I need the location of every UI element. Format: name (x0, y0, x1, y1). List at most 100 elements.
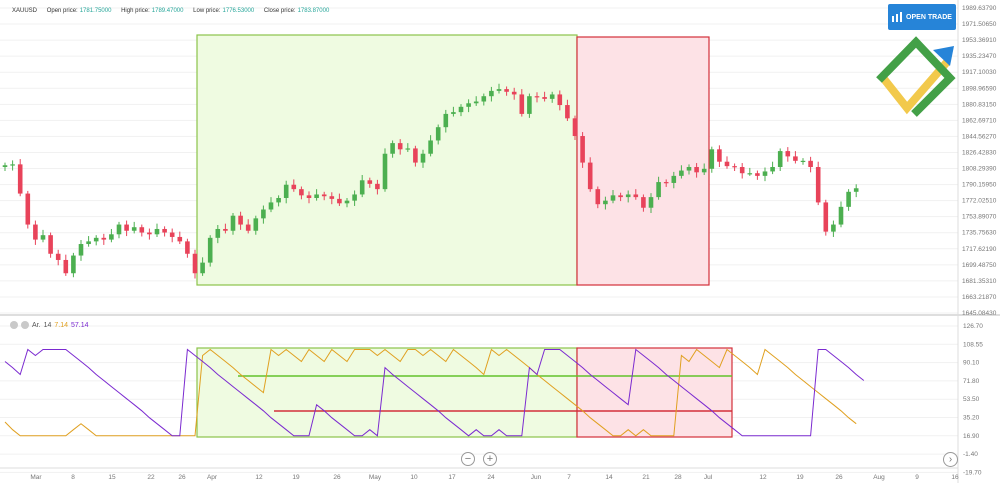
candle-up (405, 148, 411, 150)
time-tick-label: 12 (255, 474, 263, 481)
symbol-label: XAUUSD (12, 8, 38, 14)
candle-down (572, 118, 578, 137)
candle-up (610, 195, 616, 201)
aroon-down-line (4, 348, 865, 437)
candle-down (245, 224, 251, 231)
candle-down (321, 194, 327, 197)
candle-down (633, 194, 639, 198)
candle-up (679, 170, 684, 176)
time-tick-label: 21 (642, 474, 650, 481)
candle-up (838, 206, 844, 225)
candle-down (162, 228, 167, 233)
indicator-header: Ar. 14 7.14 57.14 (10, 321, 89, 329)
open-price-value: 1781.75000 (79, 8, 112, 14)
candle-up (435, 127, 441, 141)
candle-down (185, 241, 190, 254)
candle-up (428, 140, 433, 154)
candle-up (253, 218, 259, 231)
price-tick-label: 1717.62190 (962, 246, 997, 253)
candle-up (283, 184, 289, 198)
time-tick-label: 28 (674, 474, 682, 481)
candle-down (534, 96, 540, 98)
time-tick-label: 24 (487, 474, 495, 481)
candle-down (413, 148, 418, 163)
candle-up (10, 164, 15, 166)
candlestick-series (2, 83, 859, 279)
candle-down (663, 182, 669, 184)
candle-up (709, 149, 715, 169)
low-price-label: Low price: (193, 8, 221, 14)
candle-up (762, 171, 768, 176)
indicator-tick-label: 108.55 (963, 341, 983, 348)
candle-down (124, 224, 129, 231)
candle-up (215, 228, 221, 238)
open-price-label: Open price: (46, 8, 78, 14)
candle-down (557, 94, 563, 106)
time-tick-label: Jul (704, 474, 713, 481)
indicator-tick-label: 53.50 (963, 396, 980, 403)
aroon-up-value: 7.14 (54, 321, 68, 329)
candle-down (17, 164, 23, 194)
candle-down (139, 227, 145, 233)
candle-up (846, 191, 851, 207)
candle-up (207, 237, 213, 263)
candle-up (352, 194, 357, 201)
candle-up (154, 228, 160, 235)
open-trade-button[interactable]: OPEN TRADE (888, 4, 956, 30)
price-tick-label: 1844.56270 (962, 133, 997, 140)
candle-up (656, 182, 661, 198)
time-tick-label: Apr (207, 474, 218, 481)
candle-up (40, 235, 46, 240)
price-tick-label: 1935.23470 (962, 53, 997, 60)
candle-up (443, 113, 449, 128)
time-tick-label: 22 (147, 474, 155, 481)
candle-down (755, 173, 760, 176)
candle-down (785, 151, 791, 157)
candle-up (473, 101, 479, 104)
price-tick-label: 1989.63790 (962, 5, 997, 12)
time-tick-label: 19 (292, 474, 300, 481)
candle-up (625, 194, 631, 198)
time-tick-label: May (369, 474, 382, 481)
candle-down (367, 180, 373, 184)
indicator-close-icon[interactable] (21, 321, 29, 329)
candle-up (390, 143, 395, 154)
candle-up (359, 180, 365, 195)
candle-up (344, 200, 350, 204)
candle-down (147, 232, 152, 235)
candle-down (618, 195, 623, 198)
candle-up (261, 209, 266, 219)
zoom-in-button[interactable]: + (483, 452, 497, 466)
candle-down (717, 149, 722, 162)
indicator-settings-icon[interactable] (10, 321, 18, 329)
indicator-tick-label: 16.90 (963, 433, 980, 440)
aroon-down-value: 57.14 (70, 321, 89, 329)
open-trade-label: OPEN TRADE (906, 13, 952, 21)
candle-down (192, 253, 198, 274)
candle-up (466, 103, 471, 107)
time-tick-label: Mar (30, 474, 42, 481)
zoom-out-button[interactable]: − (461, 452, 475, 466)
candle-down (739, 167, 745, 174)
candle-up (78, 244, 84, 256)
candle-down (238, 215, 243, 225)
candle-down (565, 105, 570, 119)
candle-up (200, 262, 205, 274)
candle-down (25, 193, 31, 225)
price-tick-label: 1663.21870 (962, 294, 997, 301)
time-axis-labels: Mar 8 15 22 26 Apr 12 19 26 May 10 17 24 Jun 7 14 21 28 Ju… (30, 474, 959, 481)
candle-up (458, 106, 464, 113)
candle-down (694, 167, 699, 173)
indicator-tick-label: -19.70 (963, 469, 982, 476)
brand-logo-icon (876, 36, 956, 117)
time-tick-label: 16 (951, 474, 959, 481)
scroll-right-button[interactable]: › (943, 452, 958, 467)
candle-down (808, 160, 813, 168)
aroon-up-line (4, 348, 857, 437)
time-tick-label: Jun (531, 474, 542, 481)
time-tick-label: 26 (333, 474, 341, 481)
candle-up (489, 90, 494, 97)
candle-up (420, 153, 426, 163)
price-tick-label: 1790.15950 (962, 182, 997, 189)
